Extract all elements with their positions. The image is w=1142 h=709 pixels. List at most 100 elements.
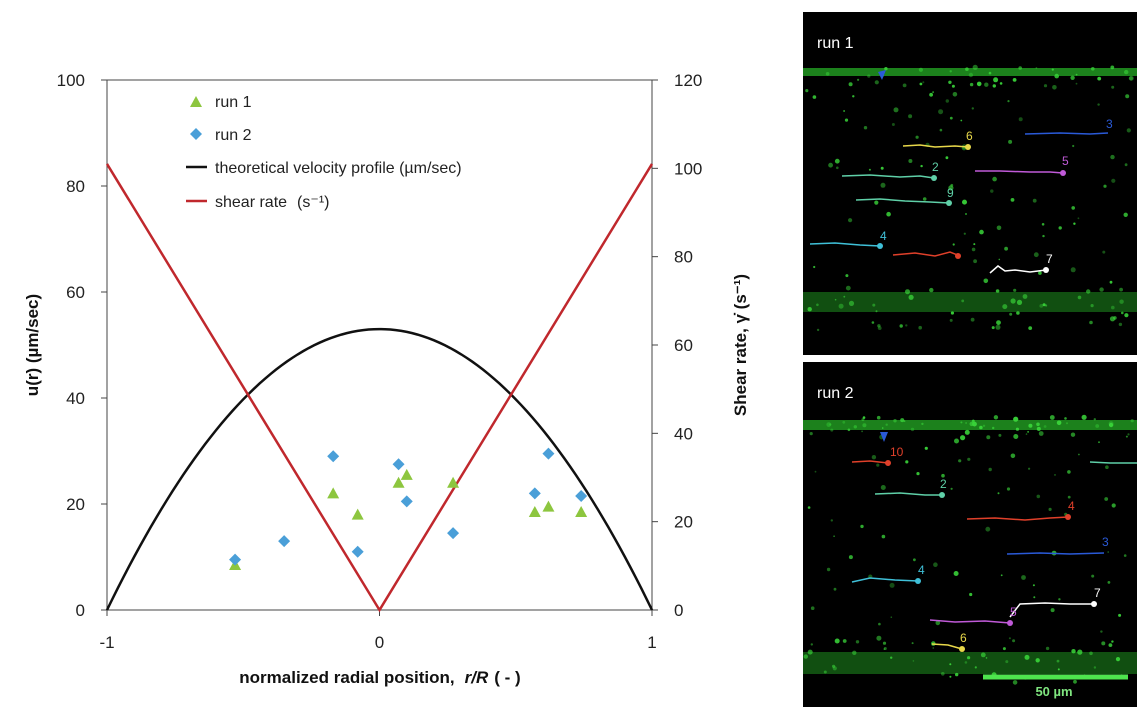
particle-dot (828, 162, 833, 168)
particle-dot (983, 278, 989, 284)
particle-dot (908, 159, 913, 163)
particle-dot (816, 303, 819, 307)
fluorescent-particles (803, 414, 1134, 685)
particle-dot (1038, 431, 1044, 436)
particle-dot (1111, 305, 1115, 310)
particle-dot (845, 285, 851, 291)
particle-dot (1111, 178, 1116, 183)
particle-dot (874, 80, 879, 85)
track-end-dot (959, 646, 965, 652)
particle-dot (826, 422, 832, 427)
particle-dot (918, 325, 922, 330)
legend-marker-run-2 (190, 128, 202, 140)
particle-dot (1089, 651, 1093, 656)
particle-dot (826, 567, 831, 572)
particle-dot (997, 492, 1000, 495)
particle-dot (996, 225, 1002, 231)
particle-dot (950, 311, 955, 315)
track-line (931, 643, 963, 650)
particle-dot (995, 289, 1000, 293)
particle-dot (1004, 246, 1008, 251)
y-tick-label: 0 (76, 601, 85, 620)
particle-dot (979, 229, 984, 235)
track-end-dot (1065, 514, 1071, 520)
particle-dot (1101, 641, 1106, 646)
particle-dot (1022, 294, 1028, 299)
particle-dot (919, 82, 923, 86)
particle-dot (905, 324, 908, 327)
particle-dot (1054, 73, 1059, 79)
particle-dot (1113, 316, 1117, 320)
particle-dot (1028, 467, 1031, 470)
data-point-run-2 (278, 535, 291, 548)
particle-dot (886, 211, 891, 217)
particle-dot (916, 472, 920, 476)
particle-dot (952, 92, 958, 97)
y-tick-label: 60 (66, 283, 85, 302)
particle-dot (1033, 596, 1036, 599)
particle-dot (945, 156, 949, 160)
particle-dot (1126, 128, 1131, 133)
channel-bottom-wall (803, 292, 1137, 312)
particle-dot (1124, 163, 1128, 167)
particle-dot (1049, 415, 1055, 420)
data-point-run-1 (327, 487, 340, 499)
particle-dot (964, 429, 970, 435)
track-end-dot (1060, 170, 1066, 176)
particle-dot (979, 425, 983, 430)
track-number: 3 (1102, 535, 1109, 549)
particle-dot (812, 95, 817, 99)
particle-dot (965, 422, 967, 424)
particle-dot (889, 582, 895, 588)
particle-dot (1100, 630, 1103, 633)
y2-tick-label: 100 (674, 159, 702, 178)
particle-dot (985, 526, 991, 532)
y-tick-label: 100 (57, 71, 85, 90)
particle-dot (1058, 598, 1061, 601)
particle-dot (1124, 313, 1129, 318)
particle-dot (1036, 494, 1041, 499)
particle-dot (1051, 68, 1054, 71)
track-number: 6 (960, 631, 967, 645)
particle-dot (1090, 304, 1094, 308)
particle-dot (1006, 487, 1011, 491)
particle-dot (965, 213, 967, 215)
particle-dot (949, 318, 953, 322)
particle-dot (1070, 267, 1076, 273)
particle-dot (918, 67, 924, 72)
track-end-dot (915, 578, 921, 584)
channel-top-wall (803, 68, 1137, 76)
particle-dot (847, 428, 851, 432)
track-end-dot (1091, 601, 1097, 607)
particle-dot (1045, 646, 1050, 651)
track-line (966, 516, 1069, 521)
particle-dot (1018, 117, 1023, 122)
particle-dot (881, 534, 886, 539)
track-blob (880, 432, 888, 442)
particle-dot (1077, 649, 1083, 655)
x-axis-ticks: -1 0 1 (99, 610, 657, 652)
track-line (851, 577, 919, 583)
particle-dot (855, 640, 860, 644)
particle-dot (1091, 67, 1095, 71)
particle-dot (842, 420, 846, 424)
particle-dot (954, 438, 959, 444)
particle-dot (990, 189, 994, 193)
particle-dot (1058, 226, 1062, 230)
particle-dot (905, 289, 910, 295)
particle-dot (893, 419, 897, 423)
data-point-run-2 (229, 553, 242, 566)
particle-dot (813, 265, 816, 269)
particle-dot (1036, 426, 1041, 431)
particle-dot (929, 287, 934, 293)
particle-dot (1056, 420, 1062, 426)
particle-dot (860, 524, 864, 529)
data-point-run-1 (575, 505, 588, 517)
particle-dot (848, 82, 853, 87)
particle-dot (807, 506, 811, 509)
data-point-run-1 (351, 508, 364, 520)
track-number: 10 (890, 445, 904, 459)
track-line (902, 144, 969, 148)
track-blob (878, 70, 886, 80)
